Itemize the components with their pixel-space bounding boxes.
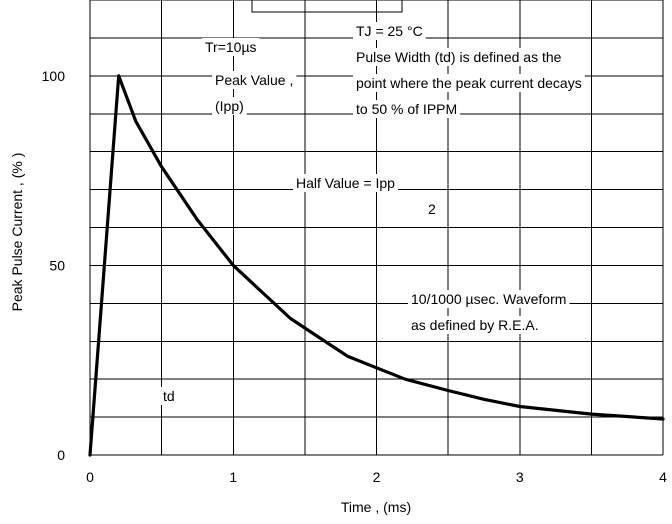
y-axis-label: Peak Pulse Current , (% ) bbox=[9, 153, 25, 312]
annotation-background bbox=[160, 387, 178, 405]
x-tick-label: 3 bbox=[516, 469, 524, 485]
annotation-pulse-width-line1: Pulse Width (td) is defined as the bbox=[356, 49, 562, 65]
annotation-background bbox=[353, 74, 585, 92]
annotation-pulse-width-line2: point where the peak current decays bbox=[356, 75, 582, 91]
annotation-background bbox=[353, 100, 461, 118]
top-frame-fragment bbox=[251, 0, 403, 13]
annotation-peak-line2: (Ipp) bbox=[215, 98, 244, 114]
y-tick-label: 0 bbox=[57, 447, 65, 463]
y-tick-label: 50 bbox=[49, 257, 65, 273]
annotation-half-value-line1: Half Value = Ipp bbox=[296, 175, 395, 191]
annotation-pulse-width-line3: to 50 % of IPPM bbox=[356, 101, 457, 117]
annotation-peak-line1: Peak Value , bbox=[215, 72, 293, 88]
x-tick-label: 2 bbox=[373, 469, 381, 485]
tick-labels: 0 1 2 3 4 0 50 100 bbox=[42, 68, 667, 485]
x-tick-label: 4 bbox=[659, 469, 667, 485]
series-layer bbox=[88, 74, 665, 457]
x-axis-label: Time , (ms) bbox=[341, 499, 411, 515]
annotation-background bbox=[408, 290, 570, 308]
annotation-td: td bbox=[163, 388, 175, 404]
annotation-background bbox=[353, 22, 426, 40]
annotation-background bbox=[408, 316, 542, 334]
annotation-background bbox=[212, 97, 247, 115]
annotation-tr: Tr=10µs bbox=[205, 39, 257, 55]
y-tick-label: 100 bbox=[42, 68, 66, 84]
series-line bbox=[88, 74, 665, 457]
annotation-background bbox=[202, 38, 260, 56]
annotation-background bbox=[212, 71, 297, 89]
grid-lines bbox=[89, 0, 664, 456]
annotation-waveform-line1: 10/1000 µsec. Waveform bbox=[411, 291, 566, 307]
annotation-waveform-line2: as defined by R.E.A. bbox=[411, 317, 539, 333]
annotation-half-value-line2: 2 bbox=[428, 201, 436, 217]
annotation-tj: TJ = 25 °C bbox=[356, 23, 423, 39]
x-tick-label: 0 bbox=[86, 469, 94, 485]
annotation-background bbox=[293, 174, 399, 192]
x-tick-label: 1 bbox=[229, 469, 237, 485]
annotation-background bbox=[353, 48, 565, 66]
annotation-background bbox=[425, 200, 439, 218]
